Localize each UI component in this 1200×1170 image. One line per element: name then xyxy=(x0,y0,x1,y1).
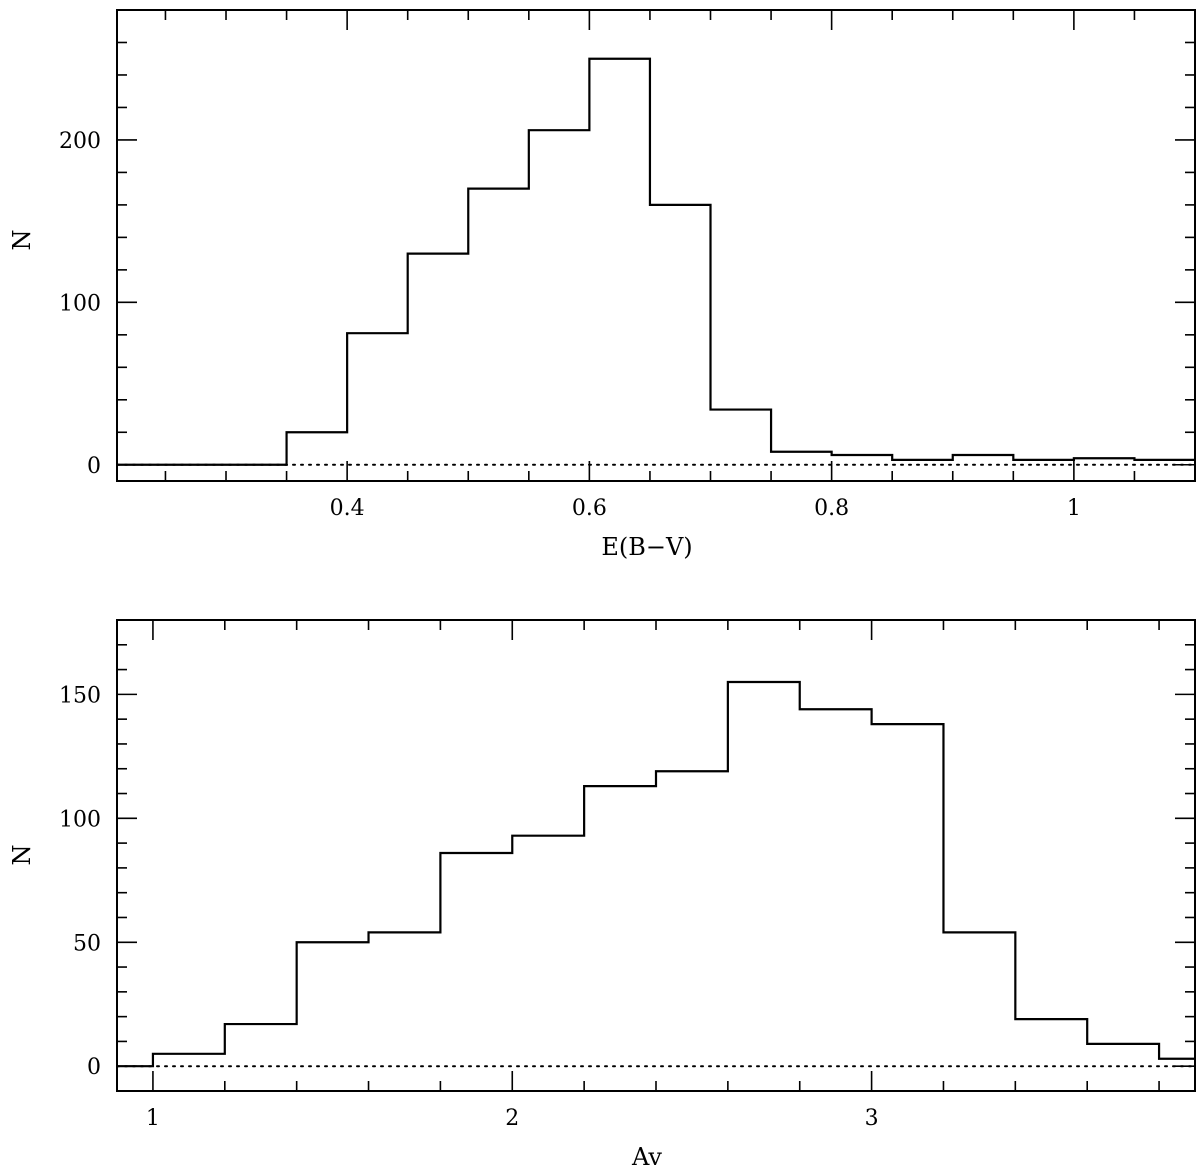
histogram-bin xyxy=(943,932,1015,1066)
x-axis-label: Av xyxy=(631,1143,662,1170)
bottom-histogram-panel: 1 2 3 0 50 100 150 Av N xyxy=(8,619,1196,1170)
histogram-bin xyxy=(468,189,529,465)
histogram-bin xyxy=(872,724,944,1066)
histogram-bin xyxy=(800,709,872,1066)
histogram-bin xyxy=(529,130,590,465)
histogram-bin xyxy=(225,1024,297,1066)
histogram-bin xyxy=(1134,460,1195,465)
y-tick-label: 200 xyxy=(59,129,101,154)
y-axis-label: N xyxy=(8,230,36,251)
histogram-bin xyxy=(832,455,893,465)
y-tick-label: 50 xyxy=(73,931,101,956)
histogram-bin xyxy=(1087,1044,1159,1066)
histogram-bin xyxy=(512,836,584,1067)
y-tick-label: 100 xyxy=(59,807,101,832)
histogram-bin xyxy=(1074,458,1135,464)
histogram-bin xyxy=(297,942,369,1066)
histogram-bin xyxy=(1013,460,1074,465)
top-histogram-panel: 0.4 0.6 0.8 1 0 100 200 E(B−V) N xyxy=(8,9,1196,561)
histogram-bin xyxy=(584,786,656,1066)
histogram-bin xyxy=(287,432,348,464)
histogram-bin xyxy=(153,1054,225,1066)
histogram-bin xyxy=(892,460,953,465)
x-tick-label: 0.8 xyxy=(814,496,849,521)
histogram-bin xyxy=(440,853,512,1066)
histogram-bin xyxy=(650,205,711,465)
x-tick-label: 2 xyxy=(505,1106,519,1131)
histogram-bin xyxy=(711,410,772,465)
y-tick-label: 0 xyxy=(87,1055,101,1080)
histogram-bin xyxy=(656,771,728,1066)
y-tick-label: 150 xyxy=(59,683,101,708)
x-tick-label: 1 xyxy=(146,1106,160,1131)
histogram-bin xyxy=(728,682,800,1066)
histogram-bin xyxy=(771,452,832,465)
x-tick-label: 1 xyxy=(1067,496,1081,521)
histogram-bin xyxy=(1015,1019,1087,1066)
histogram-bin xyxy=(408,254,469,465)
y-axis-label: N xyxy=(8,845,36,866)
histogram-bin xyxy=(369,932,441,1066)
plot-frame xyxy=(116,9,1196,482)
histogram-outline xyxy=(117,57,1195,466)
histogram-bin xyxy=(589,59,650,465)
histogram-bin xyxy=(347,333,408,465)
x-tick-label: 0.6 xyxy=(572,496,607,521)
x-tick-label: 3 xyxy=(865,1106,879,1131)
x-axis-label: E(B−V) xyxy=(601,533,692,561)
histogram-outline xyxy=(117,680,1195,1068)
histogram-bin xyxy=(953,455,1014,465)
y-tick-label: 0 xyxy=(87,454,101,479)
y-tick-label: 100 xyxy=(59,291,101,316)
histogram-bin xyxy=(1159,1059,1195,1066)
x-tick-label: 0.4 xyxy=(330,496,365,521)
